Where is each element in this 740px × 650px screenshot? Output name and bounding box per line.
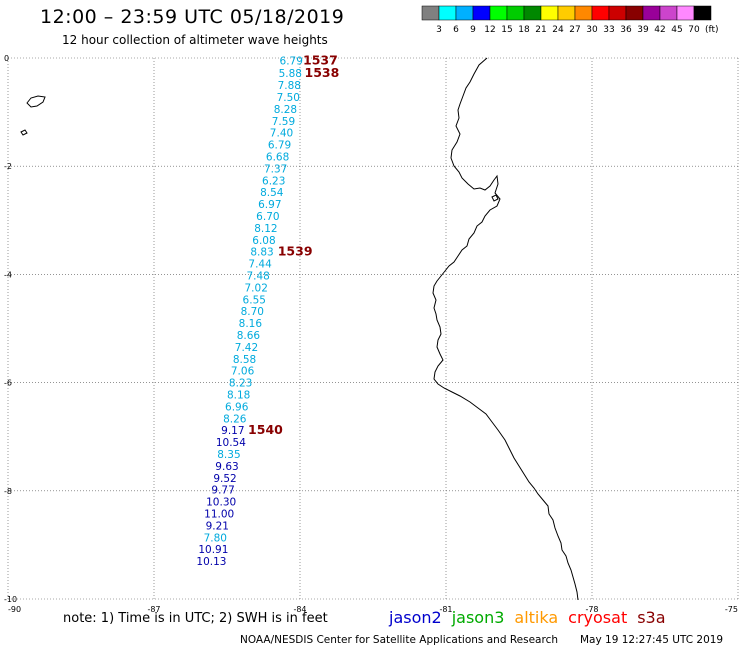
y-tick-label: -2 (4, 162, 12, 171)
wave-height-value: 7.44 (248, 259, 272, 271)
y-tick-label: -8 (4, 487, 12, 496)
wave-height-value: 8.23 (229, 378, 252, 390)
wave-height-value: 8.28 (274, 104, 297, 116)
wave-height-value: 7.88 (278, 80, 301, 92)
color-scale-label: 21 (535, 25, 546, 35)
color-scale-label: 39 (637, 25, 649, 35)
wave-height-value: 6.68 (266, 151, 289, 163)
legend-item-jason2: jason2 (389, 608, 442, 627)
color-scale-label: 12 (484, 25, 495, 35)
wave-height-value: 6.96 (225, 401, 249, 413)
wave-height-value: 8.26 (223, 413, 247, 425)
wave-height-value: 7.02 (245, 282, 268, 294)
color-scale-unit: (ft) (705, 25, 719, 35)
satellite-track: 6.795.887.887.508.287.597.406.796.687.37… (196, 56, 303, 568)
wave-height-value: 10.13 (196, 556, 226, 568)
island-small (20, 129, 28, 136)
chart-subtitle: 12 hour collection of altimeter wave hei… (62, 33, 328, 47)
color-swatch (693, 5, 712, 21)
color-scale-label: 33 (603, 25, 614, 35)
satellite-legend: jason2 jason3 altika cryosat s3a (389, 608, 676, 627)
wave-height-value: 10.54 (216, 437, 246, 449)
color-scale-label: 36 (620, 25, 632, 35)
color-scale-labels: 3 6 9 12 15 18 21 24 27 30 33 36 39 42 45 70 (ft) (436, 25, 718, 35)
legend-item-cryosat: cryosat (568, 608, 628, 627)
wave-height-value: 7.59 (272, 116, 295, 128)
color-scale-bar: 3 6 9 12 15 18 21 24 27 30 33 36 39 42 45 70 (ft) (421, 5, 719, 35)
legend-item-altika: altika (514, 608, 559, 627)
wave-height-value: 8.54 (260, 187, 284, 199)
legend-item-s3a: s3a (637, 608, 666, 627)
color-scale-label: 45 (671, 25, 682, 35)
wave-height-value: 11.00 (204, 509, 234, 521)
wave-height-value: 9.63 (215, 461, 238, 473)
y-tick-label: -4 (4, 270, 12, 279)
wave-height-value: 8.16 (239, 318, 263, 330)
chart-title: 12:00 – 23:59 UTC 05/18/2019 (40, 6, 345, 28)
time-label: 1540 (248, 422, 283, 437)
wave-height-value: 6.23 (262, 175, 285, 187)
wave-height-value: 9.52 (213, 473, 236, 485)
wave-height-value: 8.58 (233, 354, 256, 366)
coastline (432, 57, 579, 601)
wave-height-value: 9.17 (221, 425, 244, 437)
color-scale-label: 6 (453, 25, 459, 35)
y-tick-label: 0 (4, 54, 9, 63)
color-scale-label: 27 (569, 25, 580, 35)
time-label: 1537 (303, 53, 338, 68)
color-scale-label: 24 (552, 25, 564, 35)
wave-height-value: 6.55 (243, 294, 266, 306)
lat-lon-grid: -90 -87 -84 -81 -78 -75 0 -2 -4 -6 -8 -10 (4, 54, 739, 614)
wave-height-value: 6.79 (280, 56, 303, 68)
wave-height-value: 6.70 (256, 211, 279, 223)
wave-height-map: -90 -87 -84 -81 -78 -750-2-4-6-8-10 6.795.887… (4, 53, 739, 614)
color-scale-label: 3 (436, 25, 442, 35)
wave-height-value: 7.48 (246, 270, 269, 282)
wave-height-value: 7.42 (235, 342, 258, 354)
color-scale-swatches (421, 5, 712, 21)
x-tick-label: -87 (147, 605, 160, 614)
wave-height-value: 7.40 (270, 128, 293, 140)
color-scale-label: 70 (688, 25, 700, 35)
wave-height-value: 8.12 (254, 223, 277, 235)
legend-item-jason3: jason3 (451, 608, 505, 627)
wave-height-value: 7.06 (231, 366, 255, 378)
time-label: 1538 (305, 65, 340, 80)
wave-height-value: 7.37 (264, 163, 287, 175)
wave-height-value: 6.08 (252, 235, 275, 247)
footer-credit: NOAA/NESDIS Center for Satellite Applica… (240, 634, 558, 646)
color-scale-label: 9 (470, 25, 476, 35)
wave-height-value: 6.97 (258, 199, 281, 211)
island-large (26, 95, 46, 108)
color-scale-label: 15 (501, 25, 512, 35)
wave-height-value: 6.79 (268, 140, 291, 152)
x-tick-label: -81 (439, 605, 452, 614)
wave-height-value: 7.50 (277, 92, 300, 104)
y-tick-label: -6 (4, 379, 12, 388)
wave-height-value: 8.35 (217, 449, 240, 461)
x-tick-label: -75 (725, 605, 738, 614)
footer-note: note: 1) Time is in UTC; 2) SWH is in fe… (63, 611, 328, 626)
wave-height-value: 8.70 (241, 306, 264, 318)
x-tick-label: -84 (293, 605, 306, 614)
wave-height-value: 9.21 (206, 520, 229, 532)
y-tick-label: -10 (4, 595, 17, 604)
island-gulf (491, 194, 499, 202)
time-label: 1539 (278, 244, 313, 259)
color-scale-label: 30 (586, 25, 598, 35)
wave-height-value: 10.30 (206, 497, 236, 509)
x-tick-label: -90 (8, 605, 21, 614)
color-scale-label: 42 (654, 25, 665, 35)
wave-height-value: 8.18 (227, 390, 250, 402)
wave-height-value: 8.83 (250, 247, 273, 259)
color-scale-label: 18 (518, 25, 530, 35)
wave-height-value: 9.77 (211, 485, 234, 497)
x-tick-label: -78 (585, 605, 598, 614)
wave-height-value: 7.80 (204, 532, 227, 544)
wave-height-value: 8.66 (237, 330, 261, 342)
wave-height-value: 10.91 (198, 544, 228, 556)
footer-timestamp: May 19 12:27:45 UTC 2019 (580, 634, 724, 646)
wave-height-value: 5.88 (279, 68, 302, 80)
